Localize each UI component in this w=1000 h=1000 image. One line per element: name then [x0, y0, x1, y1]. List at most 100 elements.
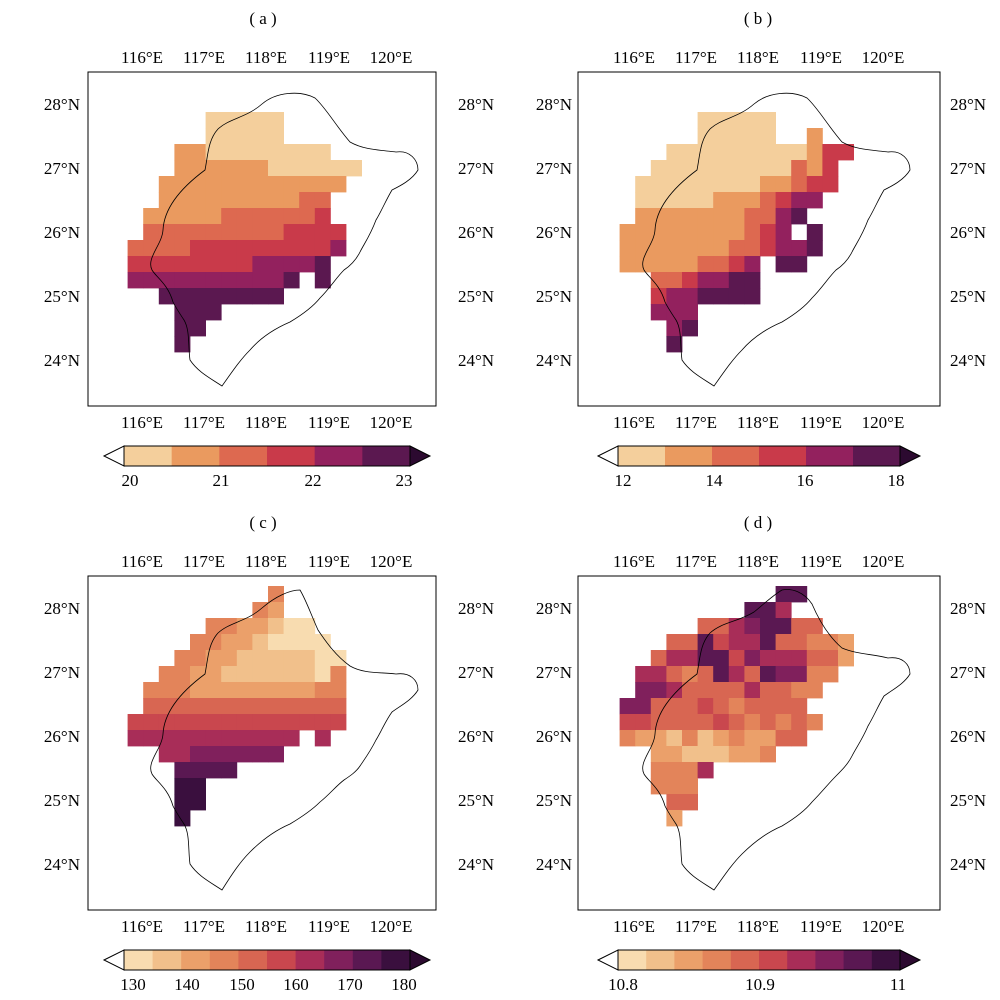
grid-cell	[713, 144, 730, 161]
grid-cell	[252, 746, 269, 763]
grid-cell	[236, 714, 253, 731]
grid-cell	[205, 666, 222, 683]
lon-tick-label: 119°E	[308, 552, 350, 571]
lat-ticks-right: 28°N 27°N 26°N 25°N 24°N	[458, 95, 494, 370]
grid-cell	[283, 730, 300, 747]
grid-cell	[650, 272, 667, 289]
grid-cell	[221, 192, 238, 209]
colorbar-segment	[124, 950, 154, 970]
grid-cell	[190, 762, 206, 779]
grid-cell	[713, 288, 730, 305]
lon-tick-label: 118°E	[245, 917, 287, 936]
coastline	[150, 92, 419, 387]
grid-cell	[314, 272, 331, 289]
grid-cell	[666, 144, 683, 161]
grid-cell	[635, 192, 652, 209]
lon-tick-label: 119°E	[800, 552, 842, 571]
lat-ticks-right: 28°N 27°N 26°N 25°N 24°N	[458, 599, 494, 874]
lat-tick-label: 28°N	[458, 599, 494, 618]
grid-cell	[697, 128, 714, 145]
grid-cell	[697, 288, 714, 305]
grid-cell	[205, 208, 222, 225]
grid-cell	[682, 666, 698, 683]
colorbar-tick-label: 170	[337, 975, 363, 994]
grid-cell	[299, 160, 316, 177]
lat-tick-label: 25°N	[44, 287, 80, 306]
grid-cell	[666, 650, 683, 667]
grid-cell	[221, 762, 238, 779]
colorbar-segment	[324, 950, 354, 970]
grid-cell	[806, 192, 823, 209]
grid-cell	[650, 730, 667, 747]
grid-cell	[666, 746, 683, 763]
grid-cell	[236, 650, 253, 667]
grid-cell	[728, 650, 745, 667]
grid-cell	[697, 698, 714, 715]
lat-ticks-left: 28°N 27°N 26°N 25°N 24°N	[536, 95, 572, 370]
grid-cell	[236, 698, 253, 715]
colorbar	[596, 445, 922, 467]
grid-cell	[744, 618, 761, 635]
grid-cell	[697, 192, 714, 209]
grid-cell	[314, 256, 331, 273]
lon-tick-label: 119°E	[308, 413, 350, 432]
grid-cell	[190, 160, 206, 177]
grid-cell	[666, 634, 683, 651]
grid-cell	[760, 634, 776, 651]
lat-ticks-left: 28°N 27°N 26°N 25°N 24°N	[536, 599, 572, 874]
grid-cell	[635, 256, 652, 273]
lat-tick-label: 26°N	[536, 727, 572, 746]
grid-cell	[299, 240, 316, 257]
grid-cell	[127, 730, 144, 747]
grid-cell	[760, 714, 776, 731]
grid-cell	[268, 160, 284, 177]
grid-cell	[713, 634, 730, 651]
map-grid	[619, 586, 854, 827]
lat-tick-label: 27°N	[44, 159, 80, 178]
grid-cell	[205, 618, 222, 635]
lat-tick-label: 25°N	[950, 287, 986, 306]
lon-tick-label: 116°E	[121, 917, 163, 936]
grid-cell	[299, 634, 316, 651]
grid-cell	[744, 224, 761, 241]
lon-tick-label: 120°E	[370, 48, 413, 67]
grid-cell	[143, 682, 160, 699]
lat-tick-label: 25°N	[44, 791, 80, 810]
grid-cell	[760, 112, 776, 129]
grid-cell	[682, 208, 698, 225]
grid-cell	[236, 128, 253, 145]
grid-cell	[775, 208, 792, 225]
colorbar-extend-low	[596, 949, 619, 971]
grid-cell	[728, 112, 745, 129]
grid-cell	[666, 272, 683, 289]
grid-cell	[299, 714, 316, 731]
grid-cell	[314, 698, 331, 715]
colorbar-segment	[665, 446, 713, 466]
colorbar-tick-label: 14	[706, 471, 724, 490]
grid-cell	[728, 698, 745, 715]
grid-cell	[775, 144, 792, 161]
grid-cell	[252, 666, 269, 683]
grid-cell	[697, 746, 714, 763]
grid-cell	[236, 730, 253, 747]
grid-cell	[619, 730, 636, 747]
grid-cell	[760, 666, 776, 683]
grid-cell	[314, 192, 331, 209]
grid-cell	[682, 256, 698, 273]
colorbar-segment	[267, 446, 316, 466]
grid-cell	[205, 634, 222, 651]
grid-cell	[806, 650, 823, 667]
grid-cell	[174, 240, 191, 257]
grid-cell	[666, 288, 683, 305]
grid-cell	[744, 128, 761, 145]
grid-cell	[775, 176, 792, 193]
grid-cell	[744, 650, 761, 667]
grid-cell	[221, 112, 238, 129]
lat-tick-label: 27°N	[950, 159, 986, 178]
grid-cell	[314, 714, 331, 731]
grid-cell	[697, 762, 714, 779]
grid-cell	[268, 586, 284, 603]
grid-cell	[650, 256, 667, 273]
grid-cell	[174, 762, 191, 779]
grid-cell	[127, 272, 144, 289]
